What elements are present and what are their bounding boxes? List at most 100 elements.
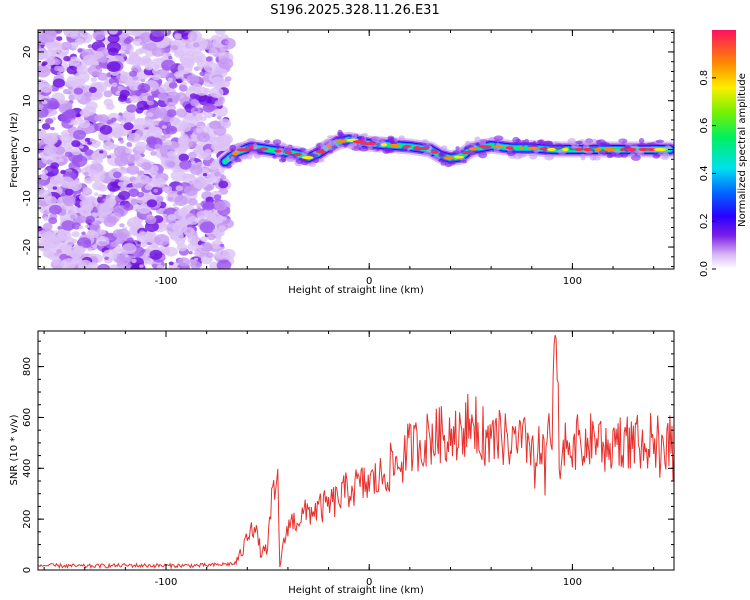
ridge-fuzz — [575, 140, 583, 145]
noise-blob — [84, 149, 94, 156]
noise-blob — [200, 116, 207, 121]
noise-blob — [77, 48, 83, 53]
noise-blob — [170, 44, 179, 51]
noise-blob — [54, 65, 62, 72]
noise-blob — [102, 198, 107, 202]
noise-blob — [52, 78, 65, 88]
noise-blob — [180, 132, 185, 136]
noise-blob — [135, 107, 144, 114]
ridge-fuzz — [548, 144, 554, 149]
ridge-peak — [363, 142, 377, 146]
ridge-fuzz — [589, 155, 597, 161]
noise-blob — [187, 242, 199, 252]
noise-blob — [139, 32, 153, 43]
noise-blob — [137, 203, 152, 214]
noise-blob — [160, 153, 166, 158]
y-tick-label: -20 — [22, 239, 33, 255]
spectrogram-xlabel: Height of straight line (km) — [288, 285, 424, 296]
noise-blob — [128, 55, 143, 66]
noise-blob — [78, 225, 84, 230]
noise-blob — [64, 188, 74, 196]
noise-blob — [195, 127, 204, 134]
noise-blob — [97, 114, 109, 123]
noise-blob — [190, 99, 200, 107]
noise-blob — [97, 72, 108, 81]
noise-blob — [221, 216, 228, 221]
ridge-fuzz — [336, 144, 344, 148]
noise-blob — [77, 259, 93, 269]
ridge-fuzz — [655, 139, 665, 143]
ridge-peak — [248, 145, 254, 149]
noise-blob — [108, 264, 120, 269]
y-tick-label: 20 — [22, 46, 33, 59]
noise-blob — [146, 112, 154, 118]
noise-blob — [189, 157, 195, 162]
noise-blob — [199, 46, 205, 51]
ridge-peak — [380, 143, 388, 147]
noise-blob — [55, 232, 66, 242]
ridge-peak — [443, 156, 455, 160]
noise-blob — [188, 174, 195, 179]
ridge-fuzz — [586, 139, 593, 144]
noise-blob — [78, 194, 88, 201]
noise-blob — [57, 71, 62, 76]
noise-blob — [71, 238, 78, 243]
noise-blob — [196, 59, 208, 69]
noise-blob — [133, 117, 148, 130]
noise-blob — [153, 188, 159, 193]
noise-blob — [90, 77, 98, 82]
noise-blob — [92, 30, 105, 41]
ridge-fuzz — [272, 139, 282, 146]
ridge-fuzz — [234, 157, 242, 163]
ridge-fuzz — [634, 150, 640, 154]
x-tick-label: 100 — [563, 276, 582, 287]
ridge-fuzz — [638, 138, 645, 144]
spectrogram-image — [38, 30, 674, 269]
noise-blob — [71, 155, 88, 168]
ridge-fuzz — [584, 150, 593, 154]
noise-blob — [196, 86, 208, 96]
ridge-fuzz — [422, 151, 433, 156]
noise-blob — [199, 71, 206, 77]
noise-blob — [154, 143, 163, 150]
noise-blob — [214, 200, 228, 211]
noise-blob — [124, 50, 130, 55]
ridge-fuzz — [618, 138, 623, 143]
noise-blob — [38, 103, 44, 110]
ridge-peak — [594, 147, 602, 152]
colorbar-gradient — [712, 30, 736, 269]
ridge-fuzz — [226, 164, 232, 169]
noise-blob — [177, 257, 190, 267]
noise-blob — [166, 109, 177, 118]
noise-blob — [82, 31, 88, 35]
noise-blob — [149, 249, 163, 260]
ridge-peak — [259, 147, 269, 151]
noise-blob — [108, 30, 118, 35]
noise-blob — [203, 111, 213, 119]
noise-blob — [97, 263, 111, 269]
noise-blob — [99, 150, 104, 154]
noise-blob — [177, 62, 193, 75]
noise-blob — [59, 176, 75, 188]
ridge-fuzz — [272, 155, 277, 159]
noise-blob — [216, 115, 222, 120]
noise-blob — [70, 32, 79, 39]
noise-blob — [140, 78, 146, 83]
ridge-fuzz — [506, 150, 516, 156]
ridge-peak — [236, 148, 250, 152]
noise-blob — [88, 86, 97, 93]
ridge-fuzz — [285, 155, 295, 163]
noise-blob — [125, 148, 133, 154]
noise-blob — [77, 237, 92, 249]
snr-frame — [37, 330, 675, 571]
noise-blob — [62, 88, 70, 95]
ridge-fuzz — [613, 153, 624, 158]
noise-blob — [206, 252, 214, 258]
noise-blob — [194, 55, 203, 62]
noise-blob — [134, 90, 142, 96]
noise-blob — [50, 126, 55, 131]
ridge-peak — [574, 147, 584, 152]
noise-blob — [70, 119, 79, 126]
ridge-peak — [539, 147, 549, 151]
noise-blob — [87, 141, 92, 145]
